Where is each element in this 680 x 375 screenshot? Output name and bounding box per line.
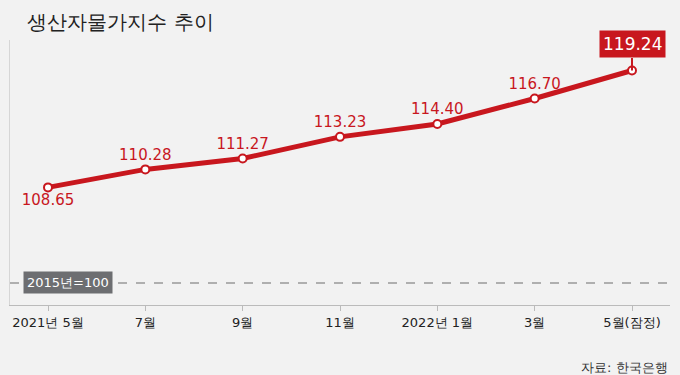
svg-text:114.40: 114.40 xyxy=(411,100,464,118)
svg-text:2021년 5월: 2021년 5월 xyxy=(12,315,84,330)
svg-text:11월: 11월 xyxy=(325,315,355,330)
svg-text:자료: 한국은행: 자료: 한국은행 xyxy=(581,360,668,375)
svg-text:9월: 9월 xyxy=(232,315,253,330)
svg-text:119.24: 119.24 xyxy=(603,34,662,54)
svg-text:3월: 3월 xyxy=(524,315,545,330)
svg-text:111.27: 111.27 xyxy=(216,135,269,153)
svg-text:110.28: 110.28 xyxy=(119,146,172,164)
svg-text:113.23: 113.23 xyxy=(314,113,367,131)
svg-text:생산자물가지수 추이: 생산자물가지수 추이 xyxy=(27,10,213,34)
svg-text:2015년=100: 2015년=100 xyxy=(27,275,109,290)
svg-text:108.65: 108.65 xyxy=(22,191,75,209)
svg-text:7월: 7월 xyxy=(135,315,156,330)
svg-text:116.70: 116.70 xyxy=(508,75,561,93)
svg-text:5월(잠정): 5월(잠정) xyxy=(603,315,660,330)
svg-text:2022년 1월: 2022년 1월 xyxy=(402,315,474,330)
